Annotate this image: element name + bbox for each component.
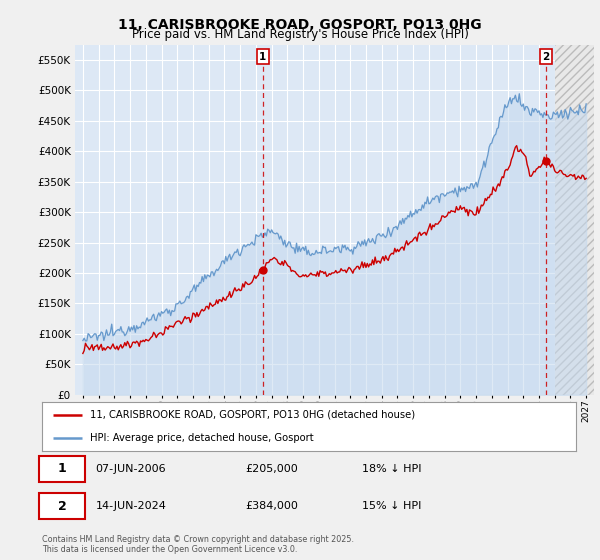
- Text: 2: 2: [58, 500, 67, 512]
- Text: HPI: Average price, detached house, Gosport: HPI: Average price, detached house, Gosp…: [90, 433, 314, 444]
- Text: 07-JUN-2006: 07-JUN-2006: [95, 464, 166, 474]
- Text: 2: 2: [542, 52, 550, 62]
- FancyBboxPatch shape: [40, 493, 85, 519]
- Text: 18% ↓ HPI: 18% ↓ HPI: [362, 464, 422, 474]
- Text: 1: 1: [259, 52, 266, 62]
- Text: 11, CARISBROOKE ROAD, GOSPORT, PO13 0HG: 11, CARISBROOKE ROAD, GOSPORT, PO13 0HG: [118, 18, 482, 32]
- Bar: [554, 45, 594, 395]
- Text: Contains HM Land Registry data © Crown copyright and database right 2025.
This d: Contains HM Land Registry data © Crown c…: [42, 535, 354, 554]
- FancyBboxPatch shape: [40, 456, 85, 482]
- Text: £205,000: £205,000: [245, 464, 298, 474]
- Text: £384,000: £384,000: [245, 501, 298, 511]
- Text: 11, CARISBROOKE ROAD, GOSPORT, PO13 0HG (detached house): 11, CARISBROOKE ROAD, GOSPORT, PO13 0HG …: [90, 410, 415, 420]
- Text: Price paid vs. HM Land Registry's House Price Index (HPI): Price paid vs. HM Land Registry's House …: [131, 28, 469, 41]
- Text: 15% ↓ HPI: 15% ↓ HPI: [362, 501, 422, 511]
- Text: 1: 1: [58, 463, 67, 475]
- Text: 14-JUN-2024: 14-JUN-2024: [95, 501, 166, 511]
